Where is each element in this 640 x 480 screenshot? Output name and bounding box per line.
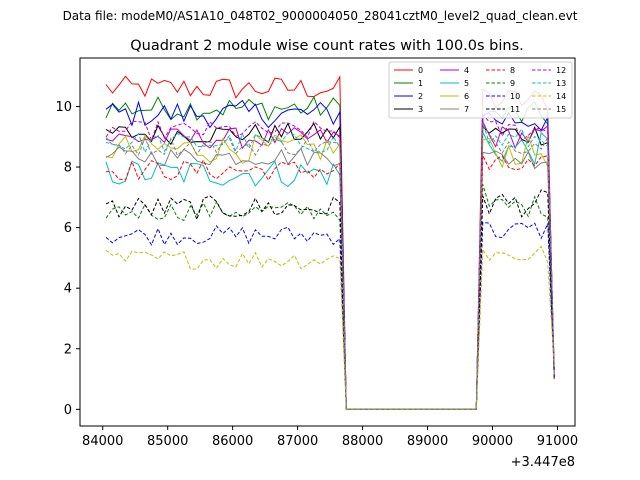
- legend-label-2: 2: [418, 92, 423, 101]
- legend-label-10: 10: [510, 92, 520, 101]
- series-line-2: [105, 99, 555, 410]
- legend-label-13: 13: [556, 79, 566, 88]
- chart-title: Quadrant 2 module wise count rates with …: [130, 38, 524, 54]
- series-line-9: [105, 184, 555, 410]
- y-tick-label: 4: [64, 282, 72, 297]
- chart-suptitle: Data file: modeM0/AS1A10_048T02_90000040…: [63, 9, 578, 23]
- legend-label-15: 15: [556, 105, 566, 114]
- legend-label-9: 9: [510, 79, 515, 88]
- legend-label-12: 12: [556, 66, 566, 75]
- legend-box: [388, 61, 573, 119]
- series-line-14: [105, 245, 555, 410]
- y-tick-label: 0: [64, 403, 72, 418]
- y-tick-label: 2: [64, 342, 72, 357]
- x-tick-label: 91000: [537, 434, 578, 449]
- series-line-6: [105, 133, 555, 410]
- plot-lines: [105, 74, 555, 410]
- series-line-12: [105, 113, 555, 410]
- x-axis: 84000 85000 86000 87000 88000 89000 90000 91000: [82, 426, 578, 449]
- y-tick-label: 8: [64, 161, 72, 176]
- legend-label-0: 0: [418, 66, 423, 75]
- x-tick-label: 85000: [147, 434, 188, 449]
- legend-label-4: 4: [464, 66, 469, 75]
- legend-label-11: 11: [510, 105, 520, 114]
- series-line-4: [105, 121, 555, 410]
- series-line-10: [105, 222, 555, 410]
- series-line-13: [105, 122, 555, 410]
- legend-label-7: 7: [464, 105, 469, 114]
- series-line-5: [105, 131, 555, 410]
- x-tick-label: 87000: [277, 434, 318, 449]
- y-tick-label: 10: [55, 100, 72, 115]
- legend-label-1: 1: [418, 79, 423, 88]
- y-axis: 0 2 4 6 8 10: [55, 100, 80, 418]
- x-tick-label: 88000: [342, 434, 383, 449]
- axes-frame: [79, 57, 576, 427]
- legend-label-3: 3: [418, 105, 423, 114]
- x-tick-label: 86000: [212, 434, 253, 449]
- legend-label-14: 14: [556, 92, 566, 101]
- x-tick-label: 89000: [407, 434, 448, 449]
- legend-label-6: 6: [464, 92, 469, 101]
- x-tick-label: 84000: [82, 434, 123, 449]
- y-tick-label: 6: [64, 221, 72, 236]
- series-line-8: [105, 155, 555, 410]
- series-line-11: [105, 189, 555, 410]
- series-line-15: [105, 123, 555, 410]
- x-tick-label: 90000: [472, 434, 513, 449]
- legend-label-5: 5: [464, 79, 469, 88]
- x-offset-label: +3.447e8: [511, 455, 575, 470]
- legend-label-8: 8: [510, 66, 515, 75]
- series-line-3: [105, 122, 555, 410]
- series-line-7: [105, 146, 555, 410]
